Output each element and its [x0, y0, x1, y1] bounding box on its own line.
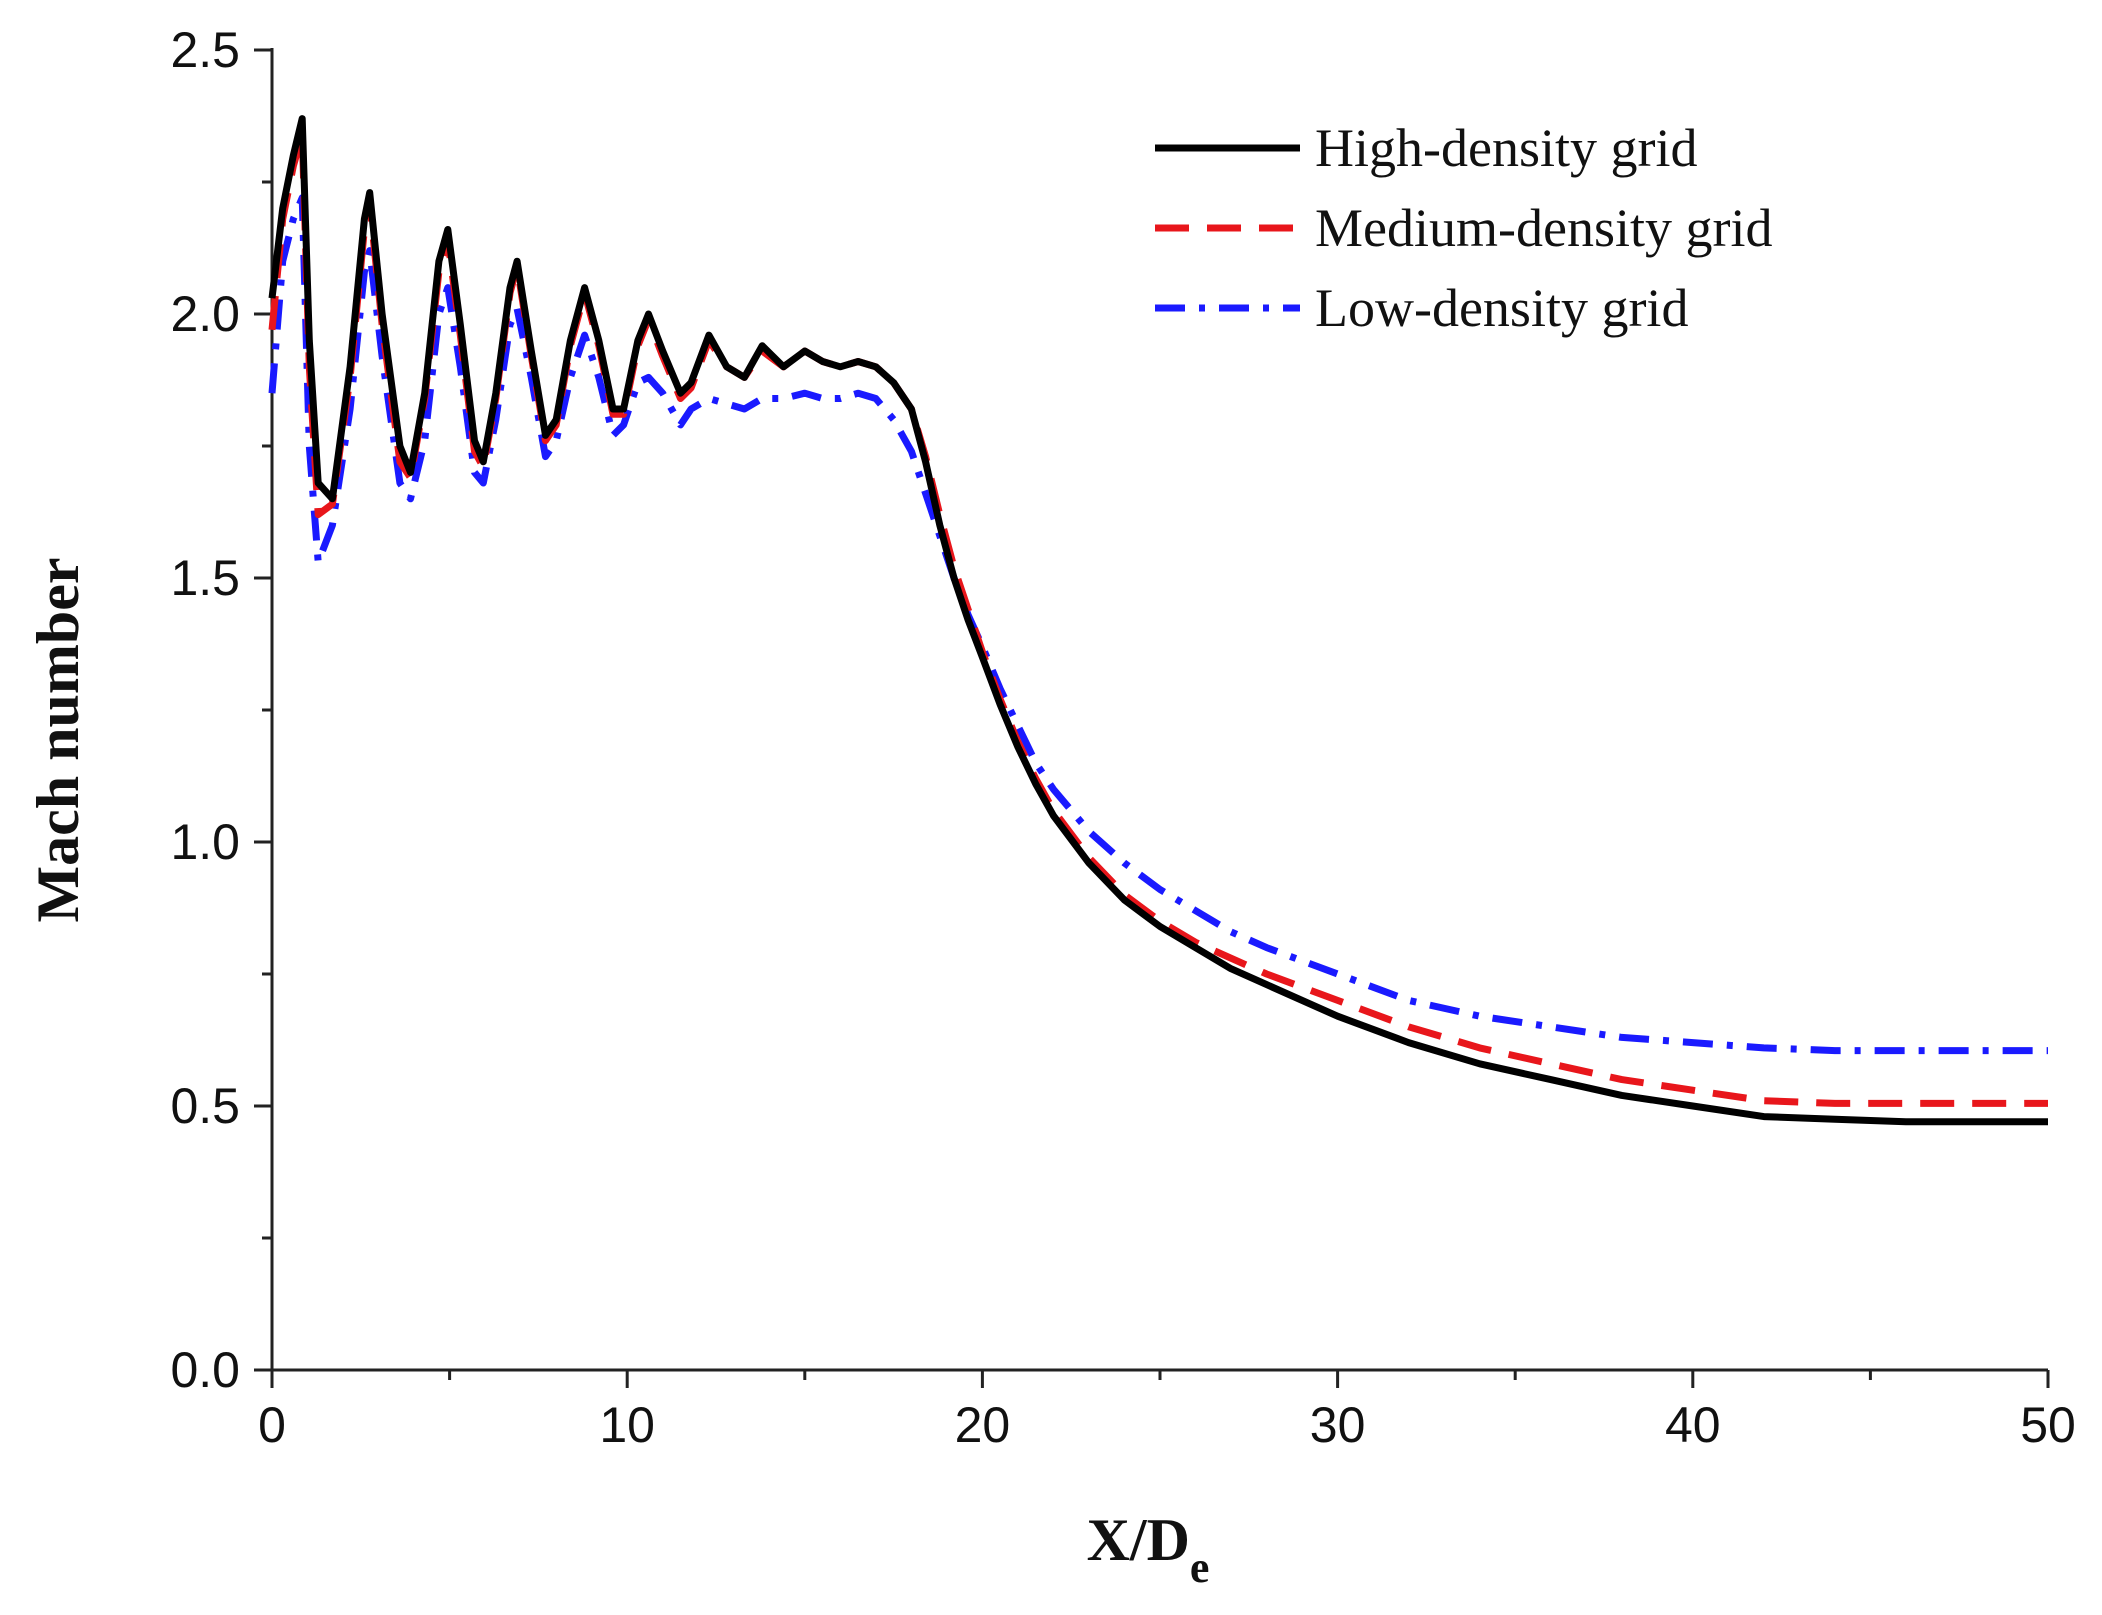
legend-label: Low-density grid — [1315, 278, 1688, 338]
series-line-medium-density-grid — [268, 131, 2048, 1107]
series-layer — [268, 115, 2048, 1126]
y-tick-label: 2.5 — [170, 22, 240, 78]
y-tick-label: 1.5 — [170, 550, 240, 606]
x-axis-title-subscript: e — [1190, 1543, 1210, 1592]
x-tick-label: 50 — [2020, 1397, 2076, 1453]
y-tick-label: 0.0 — [170, 1342, 240, 1398]
x-tick-label: 40 — [1665, 1397, 1721, 1453]
x-tick-label: 30 — [1310, 1397, 1366, 1453]
series-line-low-density-grid — [268, 194, 2048, 1055]
legend-label: Medium-density grid — [1315, 198, 1772, 258]
axes-layer: 0 10 20 30 40 50 0.0 0.5 1.0 1.5 2.0 2.5 — [170, 22, 2075, 1453]
legend: High-density grid Medium-density grid Low-… — [1155, 118, 1772, 338]
legend-label: High-density grid — [1315, 118, 1697, 178]
y-tick-label: 2.0 — [170, 286, 240, 342]
x-tick-label: 10 — [599, 1397, 655, 1453]
x-axis-title-main: X/D — [1087, 1507, 1190, 1573]
x-axis-title: X/De — [1087, 1507, 1210, 1592]
x-tick-label: 0 — [258, 1397, 286, 1453]
y-axis-title: Mach number — [25, 558, 91, 923]
y-tick-label: 0.5 — [170, 1078, 240, 1134]
series-line-high-density-grid — [268, 115, 2048, 1126]
y-tick-label: 1.0 — [170, 814, 240, 870]
x-tick-label: 20 — [955, 1397, 1011, 1453]
